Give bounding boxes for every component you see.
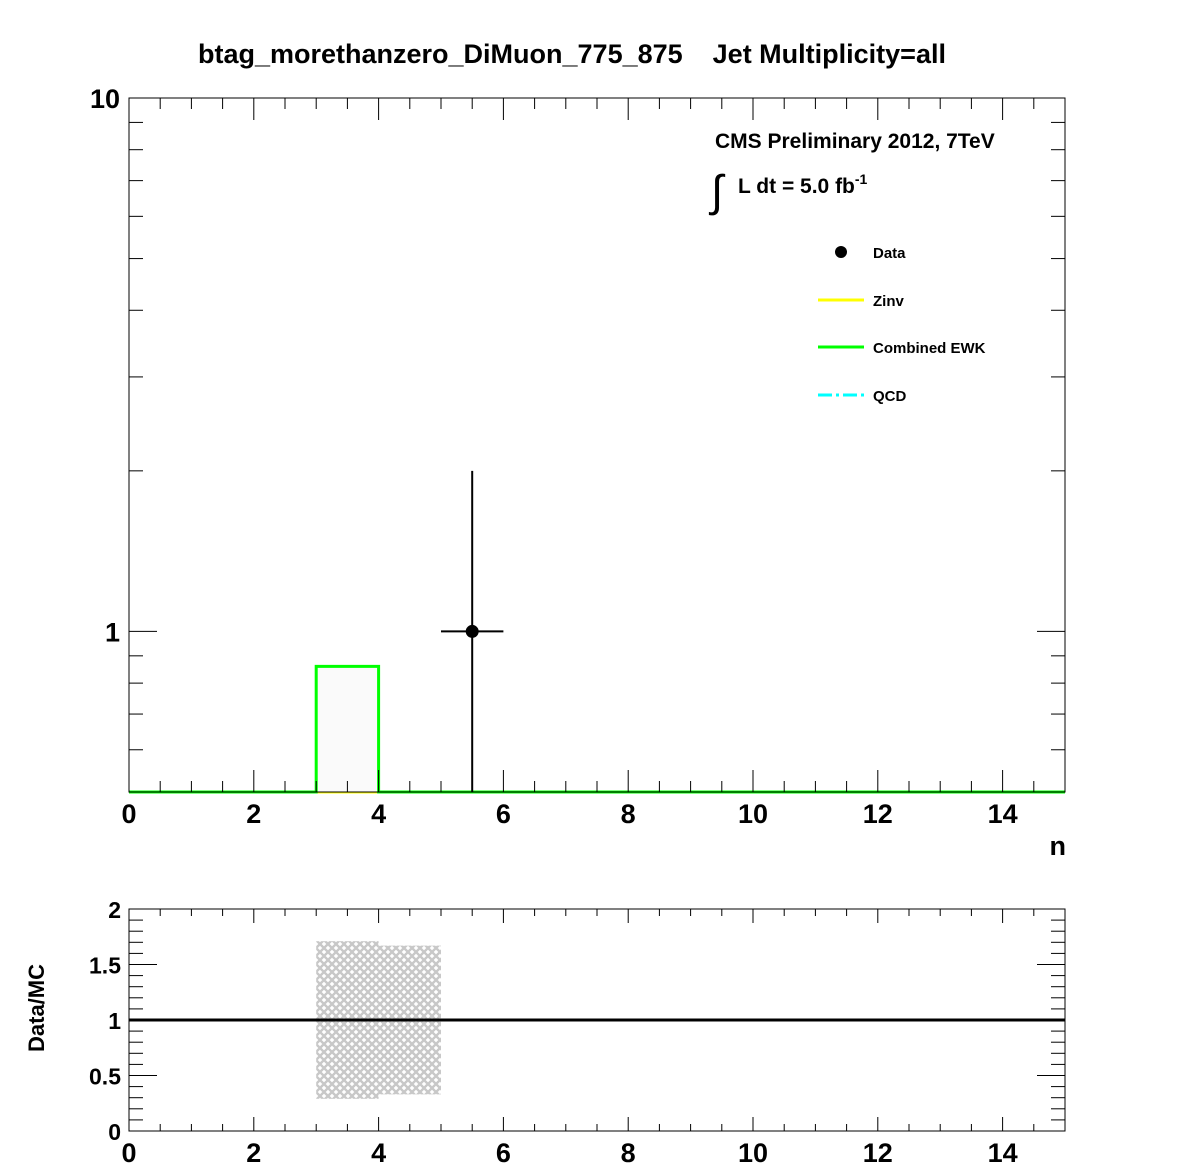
ratio-tick-marks xyxy=(128,908,1066,1132)
main-y-tick-label: 10 xyxy=(90,84,120,114)
ratio-y-tick-label: 0 xyxy=(108,1119,121,1145)
main-x-tick-label: 6 xyxy=(496,799,511,829)
lumi-exponent: -1 xyxy=(855,171,868,187)
main-x-axis-label: n xyxy=(1050,831,1067,861)
legend-ewk-label: Combined EWK xyxy=(873,340,986,357)
main-x-tick-label: 0 xyxy=(121,799,136,829)
ratio-x-tick-label: 0 xyxy=(121,1138,136,1168)
main-x-tick-label: 12 xyxy=(863,799,893,829)
main-x-tick-label: 2 xyxy=(246,799,261,829)
ratio-x-tick-label: 8 xyxy=(621,1138,636,1168)
ratio-x-tick-label: 2 xyxy=(246,1138,261,1168)
hist-bar-fill-combined-ewk xyxy=(316,666,379,792)
legend-data-marker xyxy=(835,246,847,258)
legend-data-label: Data xyxy=(873,245,906,262)
ratio-y-tick-labels: 0 0.5 1 1.5 2 xyxy=(89,897,121,1145)
lumi-text: L dt = 5.0 fb xyxy=(738,175,855,198)
ratio-panel: 0 2 4 6 8 10 12 14 0 0.5 1 1.5 2 Data/MC xyxy=(24,897,1066,1168)
ratio-x-tick-label: 14 xyxy=(988,1138,1018,1168)
ratio-y-tick-label: 1 xyxy=(108,1008,121,1034)
lumi-label: L dt = 5.0 fb-1 xyxy=(738,171,868,198)
main-y-tick-labels: 1 10 xyxy=(90,84,120,647)
main-tick-marks xyxy=(128,97,1066,793)
main-x-tick-label: 8 xyxy=(621,799,636,829)
data-point xyxy=(465,624,479,638)
main-panel: 0 2 4 6 8 10 12 14 1 10 n CMS Preliminary 2012, … xyxy=(90,84,1066,861)
main-plot-layer xyxy=(129,470,1065,794)
legend-qcd-label: QCD xyxy=(873,388,907,405)
cms-label: CMS Preliminary 2012, 7TeV xyxy=(715,130,995,153)
integral-symbol: ∫ xyxy=(708,167,726,216)
ratio-x-tick-labels: 0 2 4 6 8 10 12 14 xyxy=(121,1138,1017,1168)
main-x-tick-label: 14 xyxy=(988,799,1018,829)
ratio-y-tick-label: 1.5 xyxy=(89,953,121,979)
main-x-tick-label: 10 xyxy=(738,799,768,829)
ratio-y-tick-label: 2 xyxy=(108,897,121,923)
main-x-tick-label: 4 xyxy=(371,799,386,829)
ratio-y-tick-label: 0.5 xyxy=(89,1064,121,1090)
legend: Data Zinv Combined EWK QCD xyxy=(818,245,986,405)
ratio-y-axis-label: Data/MC xyxy=(24,964,49,1052)
main-y-tick-label: 1 xyxy=(105,617,120,647)
ratio-x-tick-label: 4 xyxy=(371,1138,386,1168)
main-plot-frame xyxy=(128,97,1066,793)
ratio-plot-layer xyxy=(129,941,1065,1099)
hist-line-combined-ewk xyxy=(129,664,1065,794)
ratio-x-tick-label: 6 xyxy=(496,1138,511,1168)
legend-zinv-label: Zinv xyxy=(873,293,904,310)
ratio-x-tick-label: 12 xyxy=(863,1138,893,1168)
ratio-x-tick-label: 10 xyxy=(738,1138,768,1168)
plot-title: btag_morethanzero_DiMuon_775_875 Jet Mul… xyxy=(198,39,946,69)
main-x-tick-labels: 0 2 4 6 8 10 12 14 xyxy=(121,799,1017,829)
